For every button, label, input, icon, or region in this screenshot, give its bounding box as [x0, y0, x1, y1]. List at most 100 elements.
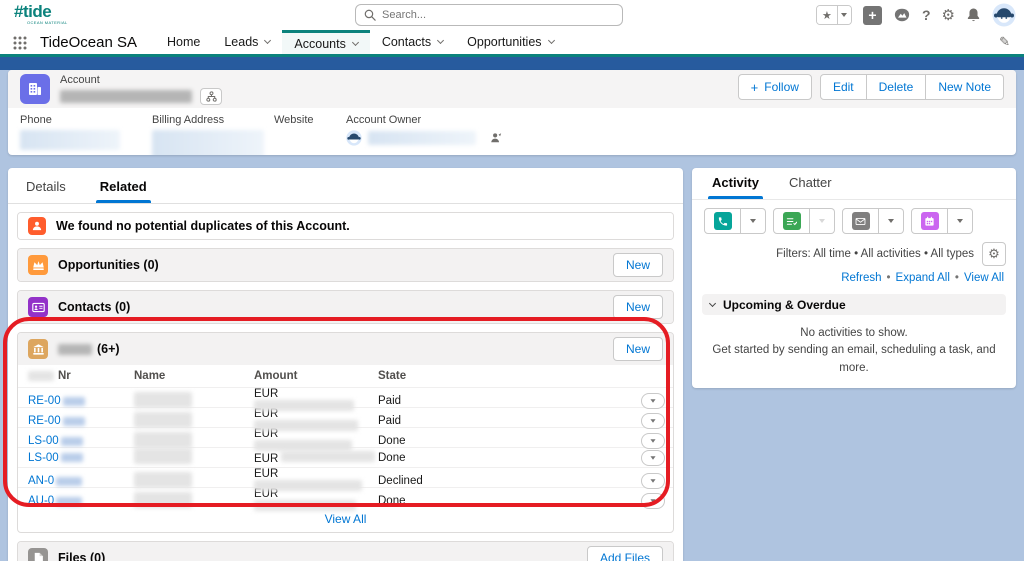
trailhead-icon[interactable]: [893, 7, 911, 23]
log-call-button[interactable]: [704, 208, 741, 234]
name-redacted: [134, 448, 192, 464]
nr-redacted: [62, 416, 85, 426]
profile-avatar[interactable]: [992, 3, 1016, 27]
nr-redacted: [56, 496, 83, 506]
nav-tab-accounts[interactable]: Accounts: [282, 30, 370, 54]
amount-redacted: [254, 440, 352, 451]
record-link[interactable]: LS-00: [28, 451, 59, 464]
account-object-icon: [20, 74, 50, 104]
opportunities-title[interactable]: Opportunities (0): [58, 258, 159, 272]
tab-related[interactable]: Related: [95, 179, 151, 203]
phone-label: Phone: [20, 114, 52, 126]
record-link[interactable]: RE-00: [28, 395, 61, 407]
chevron-down-icon: [351, 38, 359, 46]
nav-tab-contacts[interactable]: Contacts: [370, 30, 455, 54]
amount-redacted: [254, 500, 356, 511]
calendar-icon: [920, 212, 939, 230]
search-input[interactable]: [382, 9, 614, 21]
new-opportunity-button[interactable]: New: [612, 253, 663, 277]
nav-edit-pencil-icon[interactable]: ✎: [999, 34, 1010, 49]
record-link[interactable]: LS-00: [28, 435, 59, 447]
table-row: LS-00 EUR Done: [18, 427, 673, 451]
expand-all-link[interactable]: Expand All: [895, 272, 950, 284]
column-nr[interactable]: Nr: [58, 370, 71, 382]
app-launcher-icon[interactable]: [12, 35, 28, 51]
tide-logo[interactable]: #tide OCEAN MATERIAL: [14, 3, 68, 25]
state-value: Done: [378, 435, 406, 447]
search-icon: [364, 9, 376, 21]
row-actions-button[interactable]: [641, 433, 665, 449]
app-name[interactable]: TideOcean SA: [40, 34, 137, 51]
nav-tab-opportunities[interactable]: Opportunities: [455, 30, 565, 54]
email-action: [842, 208, 904, 234]
phone-icon: [713, 212, 732, 230]
amount-redacted: [254, 480, 362, 491]
follow-button[interactable]: + Follow: [737, 74, 812, 100]
opportunity-icon: [28, 255, 48, 275]
contacts-title[interactable]: Contacts (0): [58, 300, 131, 314]
currency-code: EUR: [254, 468, 279, 480]
global-search[interactable]: [355, 4, 623, 26]
email-button[interactable]: [842, 208, 879, 234]
separator: •: [886, 272, 891, 284]
email-icon: [851, 212, 870, 230]
account-name-redacted: [60, 89, 192, 103]
favorites-button-group[interactable]: ★: [815, 5, 852, 25]
new-event-button[interactable]: [911, 208, 948, 234]
record-link[interactable]: AN-0: [28, 475, 55, 487]
highlight-fields: Phone Billing Address Website Account Ow…: [8, 108, 1016, 155]
row-actions-button[interactable]: [641, 413, 665, 429]
global-add-icon[interactable]: +: [862, 5, 882, 25]
account-title-row: Account + Follow Edit Delete New Note: [8, 70, 1016, 108]
tab-details[interactable]: Details: [26, 179, 66, 194]
row-actions-button[interactable]: [641, 493, 665, 509]
new-task-button[interactable]: [773, 208, 810, 234]
records-list-title[interactable]: (6+): [58, 342, 120, 356]
records-title-redacted: [58, 343, 92, 355]
filters-gear-icon[interactable]: ⚙: [982, 242, 1006, 266]
new-record-button[interactable]: New: [612, 337, 663, 361]
new-note-button[interactable]: New Note: [926, 74, 1004, 100]
nav-tab-leads[interactable]: Leads: [212, 30, 282, 54]
new-event-dropdown[interactable]: [948, 208, 973, 234]
opportunities-related-list: Opportunities (0) New: [17, 248, 674, 282]
record-link[interactable]: AU-0: [28, 495, 55, 507]
table-row: AN-0 EUR Declined: [18, 467, 673, 491]
row-actions-button[interactable]: [641, 449, 665, 466]
notifications-bell-icon[interactable]: [966, 7, 981, 23]
nav-tab-home[interactable]: Home: [167, 35, 201, 49]
currency-code: EUR: [254, 388, 279, 400]
favorites-dropdown[interactable]: [836, 6, 851, 24]
row-actions-button[interactable]: [641, 473, 665, 489]
setup-gear-icon[interactable]: ⚙: [941, 7, 955, 24]
files-title[interactable]: Files (0): [58, 551, 106, 561]
new-task-dropdown: [810, 208, 835, 234]
add-files-button[interactable]: Add Files: [586, 546, 663, 561]
account-owner-label: Account Owner: [346, 114, 422, 126]
edit-button[interactable]: Edit: [819, 74, 867, 100]
favorites-star-icon[interactable]: ★: [816, 6, 837, 24]
name-redacted: [134, 471, 192, 488]
delete-button[interactable]: Delete: [866, 74, 927, 100]
view-hierarchy-button[interactable]: [200, 87, 222, 105]
view-all-link[interactable]: View All: [963, 272, 1004, 284]
record-link[interactable]: RE-00: [28, 415, 61, 427]
upcoming-overdue-section[interactable]: Upcoming & Overdue: [702, 294, 1006, 315]
records-table: Nr Name Amount State RE-00 EUR Paid RE-0…: [18, 365, 673, 511]
new-contact-button[interactable]: New: [612, 295, 663, 319]
column-amount[interactable]: Amount: [254, 370, 298, 382]
log-call-dropdown[interactable]: [741, 208, 766, 234]
column-state[interactable]: State: [378, 370, 407, 382]
records-view-all-link[interactable]: View All: [324, 512, 367, 526]
row-actions-button[interactable]: [641, 393, 665, 409]
change-owner-icon[interactable]: [490, 132, 502, 144]
tab-chatter[interactable]: Chatter: [788, 175, 832, 190]
column-name[interactable]: Name: [134, 370, 166, 382]
help-icon[interactable]: ?: [921, 7, 931, 23]
global-header: #tide OCEAN MATERIAL ★ + ? ⚙: [0, 0, 1024, 30]
nr-redacted: [60, 436, 83, 446]
refresh-link[interactable]: Refresh: [841, 272, 882, 284]
email-dropdown[interactable]: [879, 208, 904, 234]
task-icon: [782, 212, 801, 230]
tab-activity[interactable]: Activity: [708, 175, 763, 199]
